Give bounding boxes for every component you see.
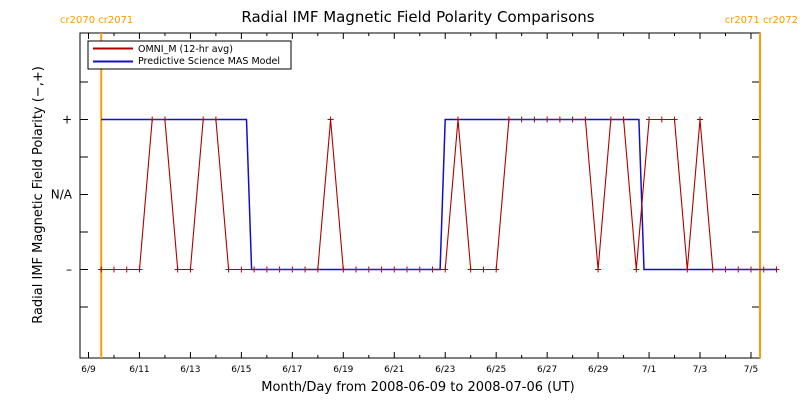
x-tick-label: 6/29 [588,365,608,375]
y-axis-label: Radial IMF Magnetic Field Polarity (−,+) [31,66,46,324]
series-point-omni [391,266,398,273]
y-tick-label: – [66,263,72,277]
series-point-omni [735,266,742,273]
series-point-omni [302,266,309,273]
series-layer [98,116,780,273]
x-axis-label: Month/Day from 2008-06-09 to 2008-07-06 … [261,380,574,395]
carrington-label: cr2070 cr2071 [60,15,133,26]
series-point-omni [161,116,168,123]
x-tick-label: 6/21 [384,365,404,375]
series-point-omni [123,266,130,273]
x-tick-label: 6/11 [129,365,149,375]
x-tick-label: 6/23 [435,365,455,375]
y-ticks: + N/A – [51,81,760,308]
series-point-omni [263,266,270,273]
x-tick-label: 7/1 [642,365,656,375]
series-point-omni [212,116,219,123]
series-point-omni [505,116,512,123]
series-point-omni [327,116,334,123]
series-point-omni [110,266,117,273]
series-point-omni [225,266,232,273]
series-point-omni [238,266,245,273]
series-point-omni [620,116,627,123]
legend-box [87,40,292,70]
x-tick-label: 7/5 [744,365,758,375]
x-tick-label: 6/15 [231,365,251,375]
series-point-omni [633,266,640,273]
x-tick-label: 6/13 [180,365,200,375]
series-point-omni [365,266,372,273]
x-tick-label: 6/25 [486,365,506,375]
series-point-omni [136,266,143,273]
series-point-omni [658,116,665,123]
series-point-omni [404,266,410,273]
series-point-omni [442,266,449,273]
x-tick-label: 6/27 [537,365,557,375]
series-line-mas-model [101,118,777,271]
series-point-omni [556,116,563,123]
y-tick-label: N/A [51,188,73,202]
series-point-omni [760,266,767,273]
series-point-omni [773,266,780,273]
series-point-omni [340,266,347,273]
legend-label-omni: OMNI_M (12-hr avg) [138,44,233,55]
x-ticks: 6/9 6/11 6/13 6/15 6/17 6/19 6/21 6/23 6/25 6/27 6… [81,33,758,375]
x-tick-label: 6/19 [333,365,353,375]
series-point-omni [98,266,105,273]
x-tick-label: 6/17 [282,365,302,375]
series-point-omni [480,266,487,273]
series-point-omni [378,266,385,273]
series-point-omni [187,266,194,273]
series-point-omni [709,266,716,273]
x-tick-label: 6/9 [81,365,96,375]
series-point-omni [289,266,296,273]
carrington-markers: cr2070 cr2071 cr2071 cr2072 [60,15,798,358]
series-point-omni [595,266,602,273]
series-point-omni [353,266,360,273]
series-point-omni [671,116,678,123]
series-point-omni [569,116,576,123]
series-point-omni [251,266,258,273]
chart-title: Radial IMF Magnetic Field Polarity Compa… [241,8,594,26]
series-point-omni [149,116,156,123]
plot-frame [79,32,761,359]
series-point-omni [722,266,729,273]
series-point-omni [684,266,691,273]
series-point-omni [429,266,436,273]
x-tick-label: 7/3 [693,365,707,375]
series-point-omni [747,266,754,273]
series-point-omni [467,266,474,273]
series-point-omni [200,116,207,123]
series-point-omni [416,266,423,273]
y-tick-label: + [62,113,72,127]
series-point-omni [697,116,704,123]
series-point-omni [518,116,525,123]
legend: OMNI_M (12-hr avg) Predictive Science MA… [87,40,292,70]
series-point-omni [544,116,551,123]
series-point-omni [607,116,614,123]
series-point-omni [314,266,321,273]
series-point-omni [276,266,283,273]
series-point-omni [454,116,461,123]
series-point-omni [582,116,589,123]
carrington-label: cr2071 cr2072 [725,15,798,26]
series-point-omni [493,266,500,273]
series-line-omni [101,118,777,271]
series-point-omni [531,116,538,123]
legend-label-mas: Predictive Science MAS Model [138,56,280,67]
series-point-omni [174,266,181,273]
series-point-omni [646,116,653,123]
